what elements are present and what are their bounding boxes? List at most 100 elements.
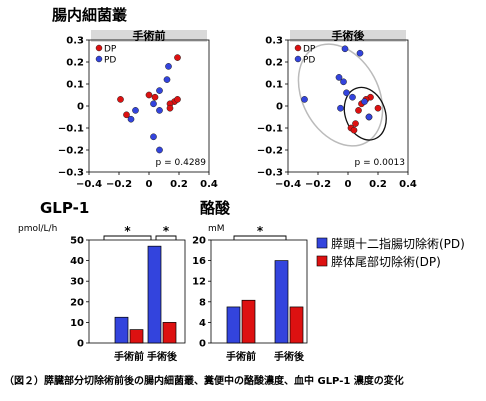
bar-dp <box>289 306 304 344</box>
point-dp <box>166 104 174 112</box>
significance-star: * <box>124 224 131 238</box>
point-pd <box>156 87 163 94</box>
glp1-title: GLP-1 <box>40 199 89 217</box>
point-pd <box>156 107 163 114</box>
x-tick-label: 0.2 <box>170 179 188 190</box>
y-axis-unit: pmol/L/h <box>18 224 57 234</box>
point-pd <box>132 107 139 114</box>
legend-marker-dp <box>95 44 103 52</box>
y-tick-label: −0.3 <box>58 168 84 179</box>
scatter-post: 手術後 0.3 0.2 0.1 0 −0.1 −0.2 −0.3−0.4 −0.2 0 0.2 0.4… <box>257 29 417 191</box>
legend-marker-pd <box>294 55 302 63</box>
point-dp <box>350 126 358 134</box>
point-dp <box>151 93 159 101</box>
y-axis-unit: mM <box>208 224 225 234</box>
plot-frame <box>210 239 308 344</box>
legend-label-dp: DP <box>104 45 117 55</box>
point-dp <box>145 91 153 99</box>
point-dp <box>352 120 359 127</box>
bar-dp <box>129 329 144 344</box>
point-pd <box>163 76 171 83</box>
panel-title: 手術後 <box>332 29 366 43</box>
bar-dp <box>162 322 177 344</box>
x-tick-label: 0.4 <box>200 179 218 190</box>
y-tick-label: −0.1 <box>58 124 84 135</box>
point-dp <box>117 96 124 103</box>
point-pd <box>156 146 163 154</box>
significance-bracket <box>233 235 287 240</box>
significance-star: * <box>163 224 170 238</box>
legend-label-pd: PD <box>104 56 116 66</box>
legend-marker-dp <box>294 44 302 52</box>
point-pd <box>365 113 373 121</box>
y-tick-label: 0.2 <box>66 58 84 69</box>
point-dp <box>174 54 181 61</box>
legend-label-pd: 膵頭十二指腸切除術(PD) <box>331 236 465 251</box>
y-tick-label: −0.2 <box>58 146 84 157</box>
scatter-pre: 手術前 0.3 0.2 0.1 0 −0.1 −0.2 −0.3−0.4 −0.2 0 0.2 0.4… <box>58 29 218 191</box>
category-label: 手術後 <box>274 350 305 363</box>
x-tick-label: −0.4 <box>275 179 301 190</box>
legend-swatch-dp <box>316 255 328 267</box>
point-dp <box>174 96 181 103</box>
y-tick-label: 0 <box>77 102 84 113</box>
y-tick-label: 0 <box>276 102 283 113</box>
x-tick-label: 0 <box>146 179 153 190</box>
x-tick-label: −0.2 <box>305 179 331 190</box>
figure-caption: （図２）膵臓部分切除術前後の腸内細菌叢、糞便中の酪酸濃度、血中 GLP-1 濃度… <box>4 374 404 387</box>
point-pd <box>361 98 368 105</box>
point-dp <box>123 111 130 119</box>
y-tick-label: −0.1 <box>257 124 283 135</box>
butyrate-title: 酪酸 <box>200 199 231 217</box>
y-tick-label: 4 <box>199 318 206 329</box>
point-pd <box>150 100 157 108</box>
category-label: 手術後 <box>147 350 178 363</box>
legend-marker-pd <box>95 55 103 63</box>
y-tick-label: 0 <box>77 339 84 350</box>
category-label: 手術前 <box>114 350 144 363</box>
panel-title: 手術前 <box>133 29 166 43</box>
y-tick-label: 12 <box>192 277 206 288</box>
legend-label-dp: 膵体尾部切除術(DP) <box>331 254 441 269</box>
y-tick-label: −0.2 <box>257 146 283 157</box>
y-tick-label: 50 <box>70 236 84 247</box>
bar-pd <box>226 306 241 344</box>
y-tick-label: 20 <box>192 236 206 247</box>
bar-pd <box>274 260 289 344</box>
point-pd <box>343 89 350 97</box>
significance-bracket <box>103 235 152 240</box>
p-value: p = 0.4289 <box>156 158 207 168</box>
x-tick-label: 0.4 <box>399 179 417 190</box>
y-tick-label: 0.1 <box>66 80 84 91</box>
point-dp <box>355 107 362 114</box>
point-pd <box>340 78 347 86</box>
y-tick-label: 0 <box>199 339 206 350</box>
point-dp <box>374 104 382 112</box>
panel-header <box>290 30 406 42</box>
bar-pd <box>114 316 129 344</box>
bar-dp <box>241 299 256 344</box>
y-tick-label: 16 <box>192 256 206 267</box>
p-value: p = 0.0013 <box>355 158 405 168</box>
point-pd <box>356 49 364 57</box>
point-pd <box>341 45 349 53</box>
point-pd <box>301 96 308 103</box>
category-label: 手術前 <box>226 350 256 363</box>
significance-bracket <box>155 235 177 240</box>
y-tick-label: 40 <box>70 256 84 267</box>
microbiota-title: 腸内細菌叢 <box>52 6 127 24</box>
cluster-ellipse-all <box>297 43 384 147</box>
point-pd <box>335 74 343 81</box>
bar-glp1: pmol/L/h 0 10 20 30 40 50 手術前 手術後 * * <box>18 224 186 363</box>
point-pd <box>127 115 135 123</box>
legend-swatch-pd <box>316 237 328 249</box>
x-tick-label: −0.4 <box>76 179 102 190</box>
y-tick-label: 0.3 <box>265 36 283 47</box>
y-tick-label: 0.2 <box>265 58 283 69</box>
y-tick-label: 10 <box>70 318 84 329</box>
y-tick-label: 30 <box>70 277 84 288</box>
point-pd <box>337 104 344 112</box>
legend-label-dp: DP <box>303 45 316 55</box>
bar-pd <box>147 245 162 344</box>
